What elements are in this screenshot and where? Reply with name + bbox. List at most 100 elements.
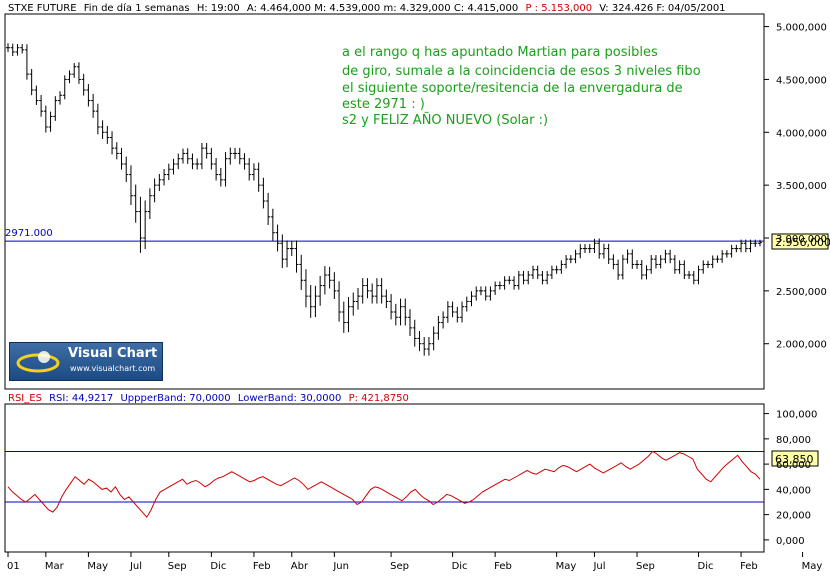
ohlc-bar: [729, 244, 734, 258]
xtick-label: Mar: [45, 561, 65, 572]
ohlc-bar: [138, 196, 143, 253]
rsi-ytick-label: 0,000: [776, 536, 805, 547]
price-ytick-label: 5.000,000: [776, 23, 827, 34]
ohlc-bar: [374, 278, 379, 304]
ohlc-bar: [185, 148, 190, 164]
annotation-line: este 2971 : ): [342, 97, 425, 112]
visual-chart-logo: Visual Chart www.visualchart.com: [9, 342, 163, 381]
axis-layer: 2.000,000 2.500,000 3.000,000 3.500,000 4.00…: [7, 23, 827, 572]
ohlc-bar: [540, 270, 545, 285]
ohlc-bar: [554, 265, 559, 274]
ohlc-bar: [53, 96, 58, 121]
ohlc-bar: [384, 289, 389, 309]
ohlc-bar: [337, 281, 342, 322]
ohlc-bar: [464, 296, 469, 312]
ohlc-bar: [441, 311, 446, 329]
ohlc-bar: [687, 270, 692, 280]
ohlc-bar: [720, 250, 725, 263]
xtick-label: May: [87, 561, 108, 572]
ohlc-bar: [469, 291, 474, 307]
ohlc-bar: [502, 276, 507, 290]
ohlc-bar: [204, 142, 209, 159]
ohlc-bar: [758, 239, 762, 247]
last-price-label: 2.956,000: [775, 236, 830, 249]
ohlc-bar: [6, 43, 10, 53]
ohlc-bar: [303, 269, 308, 308]
ohlc-bar: [530, 265, 535, 280]
ohlc-bar: [195, 158, 200, 170]
ohlc-bar: [597, 238, 602, 259]
ohlc-bar: [289, 241, 294, 256]
ohlc-bar: [601, 243, 606, 259]
ohlc-bar: [48, 111, 53, 132]
ohlc-bar: [43, 105, 48, 133]
ohlc-bar: [67, 70, 72, 84]
rsi-ytick-label: 20,000: [776, 511, 811, 522]
ohlc-bar: [625, 249, 630, 264]
ohlc-bar: [753, 239, 758, 247]
ohlc-bar: [493, 281, 498, 295]
ohlc-bar: [285, 240, 290, 268]
xtick-label: Jun: [332, 561, 349, 572]
ohlc-bar: [280, 234, 285, 269]
annotation-line: s2 y FELIZ AÑO NUEVO (Solar :): [342, 112, 548, 128]
ohlc-bar: [270, 208, 275, 241]
ohlc-bar: [128, 165, 133, 205]
ohlc-bar: [275, 224, 280, 252]
ohlc-bar: [630, 249, 635, 269]
ohlc-bar: [431, 326, 436, 351]
ohlc-bar: [710, 255, 715, 269]
annotation-line: de giro, sumale a la coincidencia de eso…: [342, 64, 701, 79]
ohlc-bar: [209, 147, 214, 170]
price-panel-frame: [4, 13, 765, 390]
ohlc-bar: [313, 285, 318, 318]
ohlc-bar: [176, 153, 181, 170]
ohlc-bar: [606, 243, 611, 264]
ohlc-bar: [611, 254, 616, 270]
ohlc-bar: [318, 275, 323, 306]
rsi-layer: [5, 450, 764, 519]
rsi-last-box: [771, 450, 819, 467]
ohlc-bar: [450, 301, 455, 318]
ohlc-bar: [488, 286, 493, 301]
price-ytick-label: 3.500,000: [776, 181, 827, 192]
ohlc-bar: [346, 297, 351, 333]
ohlc-bar: [152, 178, 157, 203]
ohlc-bar: [332, 272, 337, 299]
ohlc-bar: [422, 337, 427, 356]
ohlc-bar: [360, 278, 365, 304]
ohlc-bar: [110, 131, 115, 155]
ohlc-bar: [299, 254, 304, 290]
ohlc-bar: [251, 163, 256, 181]
logo-name: Visual Chart: [68, 346, 158, 361]
ohlc-bar: [393, 303, 398, 326]
xtick-label: Sep: [636, 561, 655, 572]
ohlc-bar: [564, 255, 569, 269]
price-ytick-label: 3.000,000: [776, 234, 827, 245]
xtick-label: Dic: [698, 561, 714, 572]
ohlc-bar: [308, 285, 313, 318]
ohlc-bar: [568, 255, 573, 264]
ohlc-bar: [583, 244, 588, 254]
xtick-label: Jul: [592, 561, 605, 572]
ohlc-bar: [734, 244, 739, 253]
ohlc-bar: [294, 240, 299, 273]
annotation-line: a el rango q has apuntado Martian para p…: [342, 45, 658, 60]
ohlc-bar: [668, 249, 673, 264]
ohlc-bar: [322, 266, 327, 295]
ohlc-bar: [341, 301, 346, 333]
ohlc-bar: [180, 148, 185, 164]
ohlc-bar: [190, 153, 195, 170]
ohlc-bar: [162, 169, 167, 186]
ohlc-bar: [587, 244, 592, 254]
last-price-box: [771, 233, 829, 250]
ohlc-bar: [237, 147, 242, 165]
xtick-label: Dic: [210, 561, 226, 572]
ohlc-bar: [119, 147, 124, 170]
ohlc-bar: [124, 156, 129, 182]
ohlc-bar: [573, 249, 578, 264]
price-ytick-label: 4.000,000: [776, 128, 827, 139]
ohlc-bar: [483, 286, 488, 301]
xtick-label: 01: [7, 561, 20, 572]
